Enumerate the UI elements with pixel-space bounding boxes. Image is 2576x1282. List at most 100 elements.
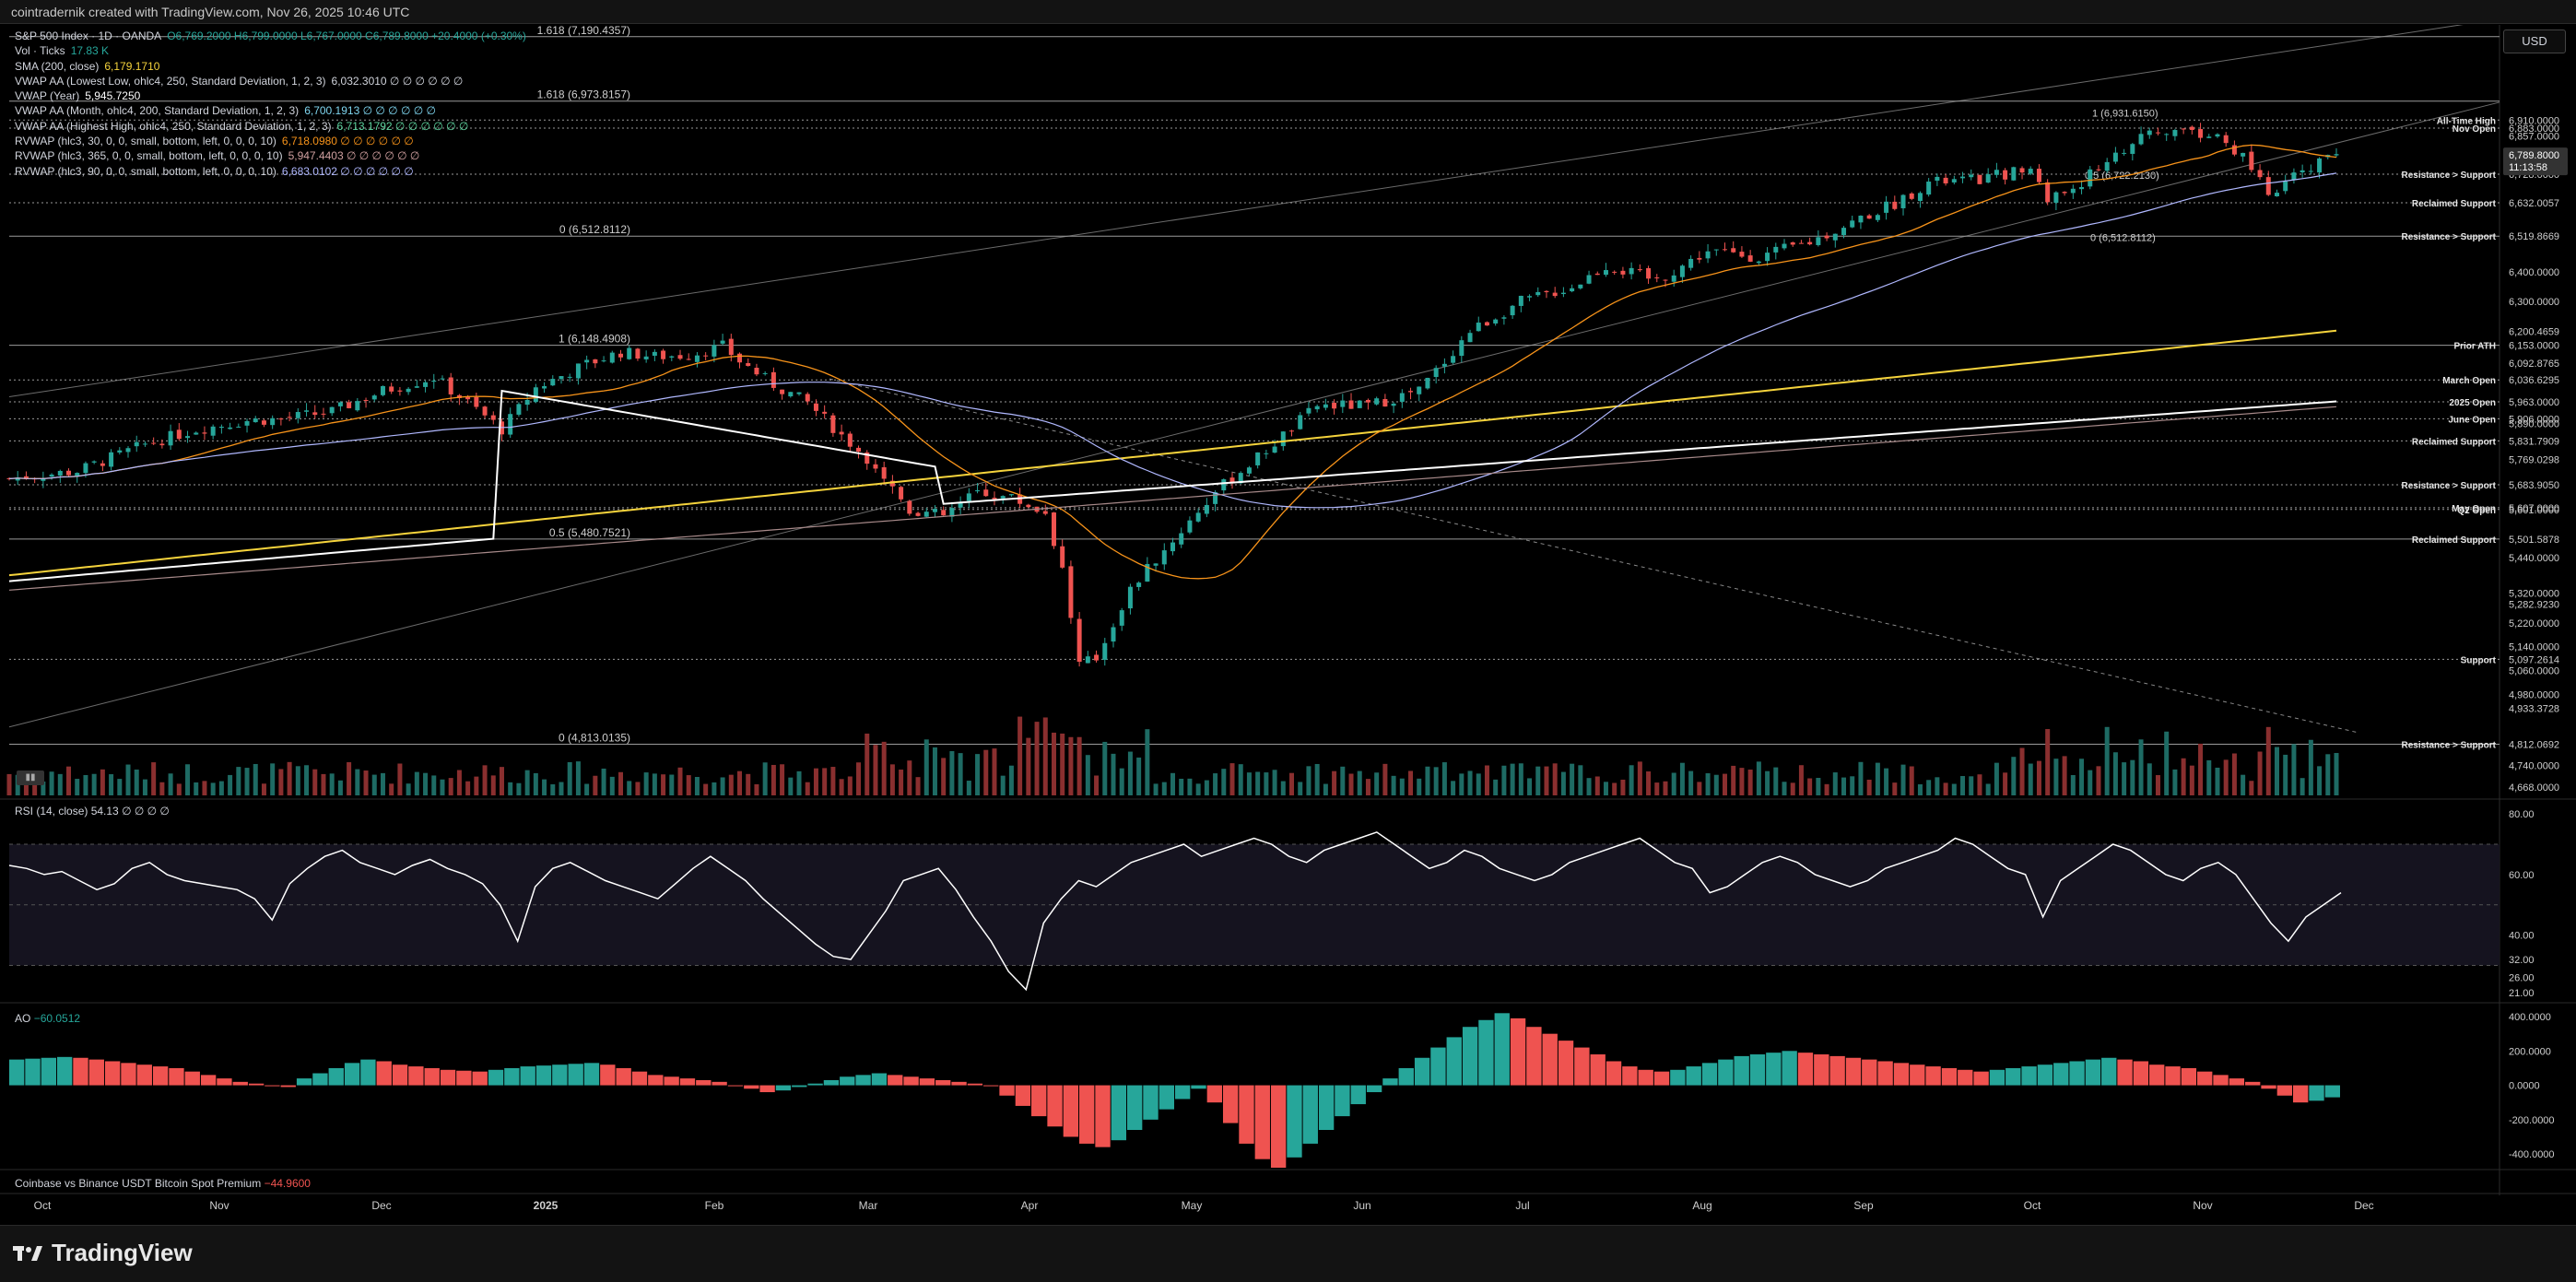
premium-title[interactable]: Coinbase vs Binance USDT Bitcoin Spot Pr…	[15, 1177, 262, 1190]
ao-bar	[504, 1067, 520, 1086]
candle-body	[1136, 582, 1142, 587]
rsi-tick-label: 60.00	[2509, 870, 2535, 881]
indicator-row[interactable]: RVWAP (hlc3, 30, 0, 0, small, bottom, le…	[15, 134, 526, 148]
indicator-row[interactable]: RVWAP (hlc3, 90, 0, 0, small, bottom, le…	[15, 164, 526, 179]
volume-bar	[1119, 768, 1124, 795]
candle-body	[295, 412, 300, 418]
legend-title-row: S&P 500 Index · 1D · OANDA O6,769.2000 H…	[15, 29, 526, 43]
candle-body	[1926, 182, 1932, 195]
volume-bar	[2325, 754, 2331, 795]
volume-bar	[1697, 782, 1702, 795]
price-tick-label: 6,200.4659	[2509, 326, 2559, 337]
candle-body	[1365, 399, 1370, 403]
candle-body	[2223, 135, 2229, 144]
candle-body	[703, 355, 709, 357]
candle-body	[1747, 255, 1753, 262]
ao-bar	[41, 1057, 56, 1086]
tradingview-logo[interactable]: TradingView	[13, 1239, 193, 1267]
candle-body	[813, 403, 818, 411]
ao-bar	[792, 1085, 807, 1088]
volume-bar	[2112, 752, 2118, 795]
candle-body	[1994, 170, 1999, 175]
candle-body	[881, 466, 887, 479]
candle-body	[770, 371, 776, 388]
candle-body	[431, 380, 437, 382]
candle-body	[380, 385, 385, 395]
rsi-title[interactable]: RSI (14, close)	[15, 805, 88, 817]
currency-button[interactable]: USD	[2503, 29, 2566, 53]
volume-bar	[397, 763, 403, 795]
price-tick-label: 5,769.0298	[2509, 455, 2559, 466]
rvwap30-line	[8, 144, 2337, 580]
indicator-row[interactable]: VWAP AA (Month, ohlc4, 200, Standard Dev…	[15, 103, 526, 118]
indicator-row[interactable]: Vol · Ticks 17.83 K	[15, 43, 526, 58]
volume-bar	[1935, 777, 1940, 795]
ao-bar	[568, 1064, 583, 1086]
time-tick-label: Oct	[34, 1199, 52, 1212]
candle-body	[1518, 295, 1523, 306]
volume-bar	[661, 774, 666, 795]
volume-bar	[1102, 741, 1108, 795]
candle-body	[1917, 193, 1923, 202]
volume-toggle-icon[interactable]: ▮▮	[17, 770, 44, 785]
volume-bar	[1484, 765, 1489, 795]
candle-body	[2334, 154, 2339, 156]
volume-bar	[253, 763, 258, 795]
candle-body	[1425, 377, 1430, 389]
time-tick-label: 2025	[534, 1199, 559, 1212]
ao-title[interactable]: AO	[15, 1012, 31, 1025]
time-tick-label: Dec	[2354, 1199, 2373, 1212]
ao-bar	[360, 1059, 376, 1086]
ao-bar	[1159, 1085, 1174, 1110]
level-right-label: Support	[2461, 655, 2497, 665]
volume-bar	[992, 748, 997, 795]
candle-body	[1195, 512, 1201, 522]
volume-bar	[1594, 776, 1600, 795]
time-tick-label: Jun	[1353, 1199, 1370, 1212]
volume-bar	[2122, 762, 2127, 795]
candle-body	[1739, 252, 1745, 257]
indicator-row[interactable]: VWAP AA (Highest High, ohlc4, 250, Stand…	[15, 119, 526, 134]
time-tick-label: Aug	[1692, 1199, 1711, 1212]
chart-canvas[interactable]: 1.618 (7,190.4357) 1.618 (6,973.8157) All-…	[0, 25, 2576, 1223]
level-right-label: 2025 Open	[2449, 398, 2496, 408]
volume-bar	[1255, 771, 1261, 795]
candle-body	[1884, 201, 1889, 213]
rsi-tick-label: 26.00	[2509, 973, 2535, 984]
candle-body	[1731, 248, 1736, 253]
volume-bar	[1850, 776, 1855, 795]
ao-histogram	[9, 1013, 2340, 1168]
ao-bar	[1302, 1085, 1318, 1144]
volume-bar	[2308, 739, 2313, 795]
candle-body	[856, 447, 862, 453]
ao-bar	[1015, 1085, 1031, 1106]
volume-bar	[321, 773, 326, 795]
volume-bar	[2045, 729, 2051, 795]
symbol-title[interactable]: S&P 500 Index · 1D · OANDA	[15, 29, 162, 42]
volume-bar	[202, 781, 207, 795]
rsi-value: 54.13 ∅ ∅ ∅ ∅	[90, 805, 170, 817]
candle-body	[2062, 192, 2067, 194]
ao-bar	[1734, 1055, 1749, 1086]
bar-countdown-label: 11:13:58	[2509, 162, 2547, 173]
volume-bar	[1008, 765, 1014, 795]
candle-body	[762, 372, 768, 374]
ao-bar	[440, 1069, 456, 1086]
volume-bar	[1127, 751, 1133, 795]
candle-body	[1451, 356, 1456, 363]
volume-bar	[261, 783, 266, 795]
volume-bar	[168, 773, 173, 795]
candle-body	[1153, 563, 1159, 566]
rsi-line	[8, 831, 2342, 992]
ao-bar	[1845, 1057, 1862, 1086]
indicator-row[interactable]: SMA (200, close) 6,179.1710	[15, 59, 526, 74]
last-price-label: 6,789.8000	[2509, 150, 2559, 161]
candle-body	[958, 501, 963, 508]
indicator-row[interactable]: VWAP AA (Lowest Low, ohlc4, 250, Standar…	[15, 74, 526, 88]
volume-bar	[542, 779, 547, 795]
candle-body	[2147, 130, 2152, 135]
indicator-row[interactable]: VWAP (Year) 5,945.7250	[15, 88, 526, 103]
indicator-row[interactable]: RVWAP (hlc3, 365, 0, 0, small, bottom, l…	[15, 148, 526, 163]
candle-body	[2198, 129, 2204, 138]
candle-body	[720, 340, 725, 344]
